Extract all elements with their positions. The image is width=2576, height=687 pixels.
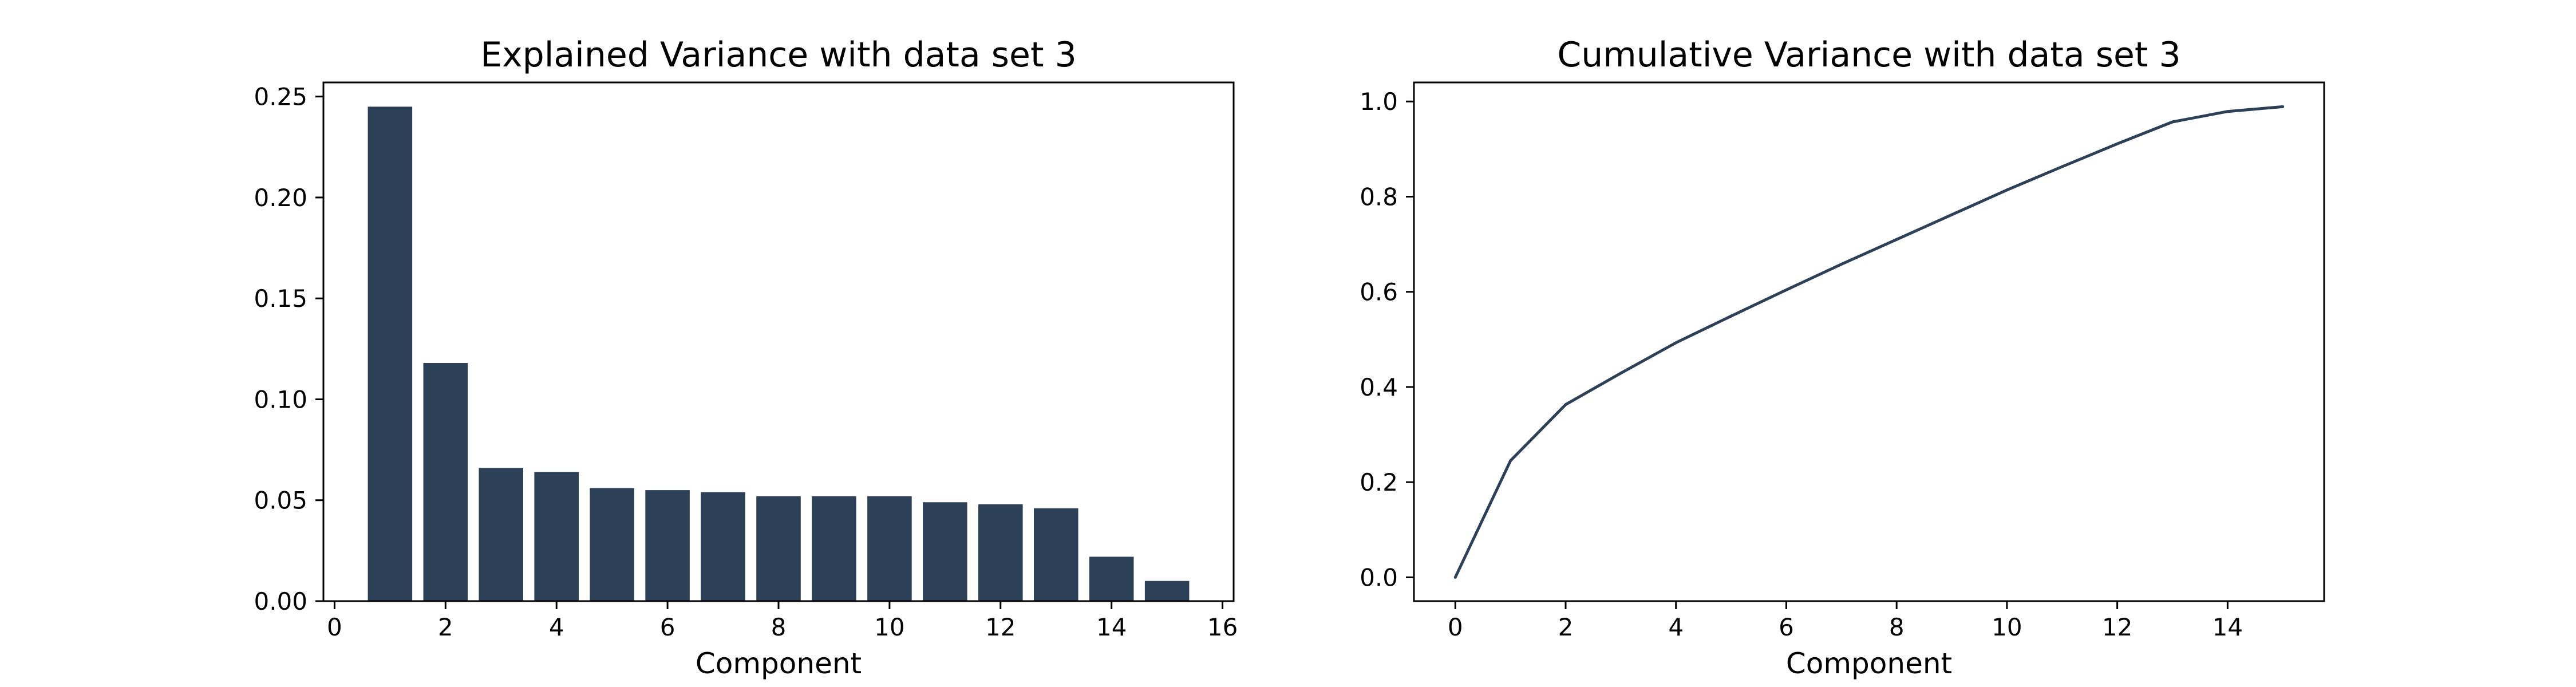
line-point-7 <box>1840 263 1843 266</box>
line-point-6 <box>1784 288 1788 291</box>
x-tick-label: 2 <box>1558 613 1574 641</box>
x-tick-label: 8 <box>771 613 787 641</box>
x-tick-label: 6 <box>660 613 675 641</box>
line-point-3 <box>1619 372 1622 375</box>
x-tick-label: 12 <box>985 613 1016 641</box>
cumulative-variance-line <box>1454 105 2283 578</box>
bar-component-8 <box>756 496 801 601</box>
cumulative-variance-axes-frame <box>1413 81 2325 602</box>
y-tick-label: 0.20 <box>254 184 307 212</box>
bar-component-13 <box>1033 508 1078 601</box>
bar-component-11 <box>923 502 967 601</box>
bar-component-9 <box>812 496 856 601</box>
line-point-4 <box>1674 341 1678 345</box>
bar-component-1 <box>368 106 413 602</box>
line-point-5 <box>1729 314 1733 318</box>
bar-component-7 <box>701 492 745 601</box>
cumulative-variance-panel: Cumulative Variance with data set 3 0 2 4 6… <box>1360 35 2325 680</box>
y-tick-label: 0.8 <box>1360 183 1398 211</box>
bar-component-5 <box>590 488 634 601</box>
y-tick-label: 0.15 <box>254 285 307 313</box>
x-tick-label: 10 <box>1992 613 2022 641</box>
x-tick-label: 8 <box>1889 613 1905 641</box>
explained-variance-x-axis-label: Component <box>696 647 862 680</box>
x-tick-label: 16 <box>1207 613 1238 641</box>
cumulative-variance-x-axis-label: Component <box>1786 647 1952 680</box>
line-point-8 <box>1895 238 1898 241</box>
explained-variance-axes-frame <box>322 81 1235 602</box>
x-tick-label: 0 <box>1448 613 1463 641</box>
line-point-2 <box>1564 403 1567 406</box>
line-point-0 <box>1453 575 1457 579</box>
line-point-14 <box>2226 110 2229 113</box>
explained-variance-panel: Explained Variance with data set 3 0 2 4 6 8… <box>254 35 1238 680</box>
x-tick-label: 4 <box>549 613 564 641</box>
line-point-11 <box>2060 165 2064 168</box>
y-tick-label: 0.25 <box>254 83 307 111</box>
bar-component-2 <box>423 363 468 601</box>
cumulative-variance-plot-area: 0 2 4 6 8 10 12 14 0.0 0.2 0.4 0.6 0.8 1.0 <box>1360 88 2285 641</box>
y-tick-label: 0.10 <box>254 385 307 413</box>
x-tick-label: 10 <box>874 613 904 641</box>
x-tick-label: 0 <box>327 613 342 641</box>
line-point-9 <box>1950 213 1954 216</box>
bar-component-12 <box>978 504 1023 601</box>
bar-component-3 <box>479 468 524 601</box>
y-tick-label: 0.00 <box>254 587 307 615</box>
x-tick-label: 14 <box>2212 613 2243 641</box>
line-point-12 <box>2116 142 2119 145</box>
line-point-15 <box>2281 105 2285 108</box>
x-tick-label: 4 <box>1668 613 1684 641</box>
bar-component-4 <box>534 472 579 601</box>
explained-variance-title: Explained Variance with data set 3 <box>480 35 1077 75</box>
y-tick-label: 1.0 <box>1360 88 1398 116</box>
explained-variance-plot-area: 0 2 4 6 8 10 12 14 16 0.00 0.05 0.10 0.15 0.20 0.25 <box>254 83 1238 641</box>
line-point-1 <box>1509 459 1512 463</box>
y-tick-label: 0.4 <box>1360 373 1398 401</box>
bar-component-6 <box>645 490 690 601</box>
y-tick-label: 0.2 <box>1360 468 1398 496</box>
y-tick-label: 0.0 <box>1360 563 1398 591</box>
x-tick-label: 6 <box>1779 613 1794 641</box>
y-tick-label: 0.05 <box>254 487 307 515</box>
x-tick-label: 2 <box>438 613 453 641</box>
cumulative-variance-title: Cumulative Variance with data set 3 <box>1557 35 2180 75</box>
x-tick-label: 12 <box>2102 613 2132 641</box>
line-point-10 <box>2005 188 2009 192</box>
bar-component-15 <box>1144 581 1190 601</box>
y-tick-label: 0.6 <box>1360 278 1398 306</box>
bar-component-10 <box>867 496 912 601</box>
bar-component-14 <box>1089 556 1134 601</box>
line-point-13 <box>2171 120 2174 124</box>
x-tick-label: 14 <box>1096 613 1127 641</box>
